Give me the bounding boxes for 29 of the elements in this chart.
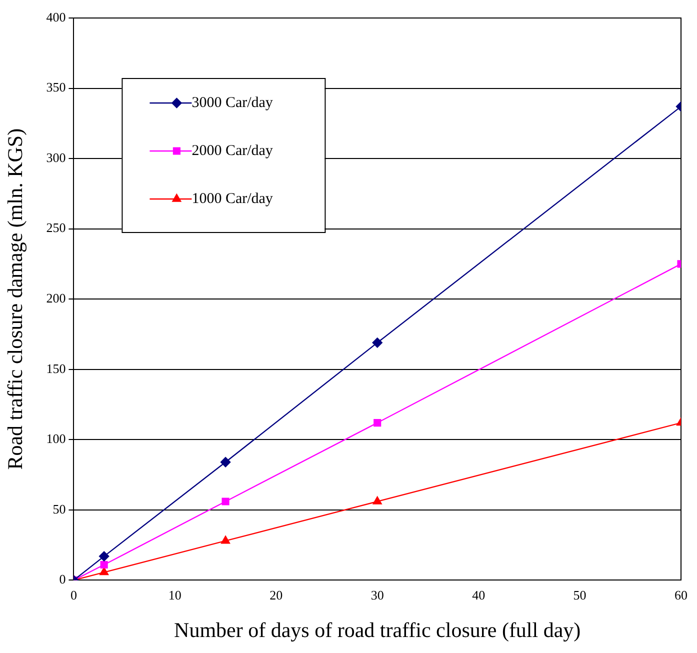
x-axis-title: Number of days of road traffic closure (full day) xyxy=(174,618,581,642)
x-tick-label: 20 xyxy=(270,587,283,602)
x-tick-label: 30 xyxy=(370,587,384,602)
point xyxy=(100,560,108,569)
y-tick-label: 400 xyxy=(46,9,66,24)
point xyxy=(221,536,230,544)
y-tick-label: 250 xyxy=(46,220,66,236)
point xyxy=(220,457,231,468)
legend-label: 3000 Car/day xyxy=(192,94,274,111)
legend-label: 2000 Car/day xyxy=(192,142,274,159)
x-tick-label: 50 xyxy=(573,587,586,602)
y-tick-label: 300 xyxy=(46,150,66,165)
point xyxy=(372,338,382,348)
y-tick-label: 200 xyxy=(46,290,66,306)
x-tick-label: 40 xyxy=(472,587,486,602)
y-tick-label: 50 xyxy=(52,501,66,516)
point xyxy=(98,551,110,562)
point xyxy=(372,496,382,504)
x-tick-label: 60 xyxy=(674,587,688,602)
y-tick-label: 350 xyxy=(46,80,66,95)
y-tick-label: 150 xyxy=(46,360,66,376)
point xyxy=(374,419,382,427)
y-tick-label: 0 xyxy=(59,572,66,587)
x-tick-label: 0 xyxy=(70,587,77,602)
point xyxy=(222,498,230,506)
legend-label: 1000 Car/day xyxy=(192,190,274,207)
y-tick-label: 100 xyxy=(46,431,66,446)
x-tick-label: 10 xyxy=(168,587,182,602)
y-axis-title: Road traffic closure damage (mln. KGS) xyxy=(3,128,28,470)
